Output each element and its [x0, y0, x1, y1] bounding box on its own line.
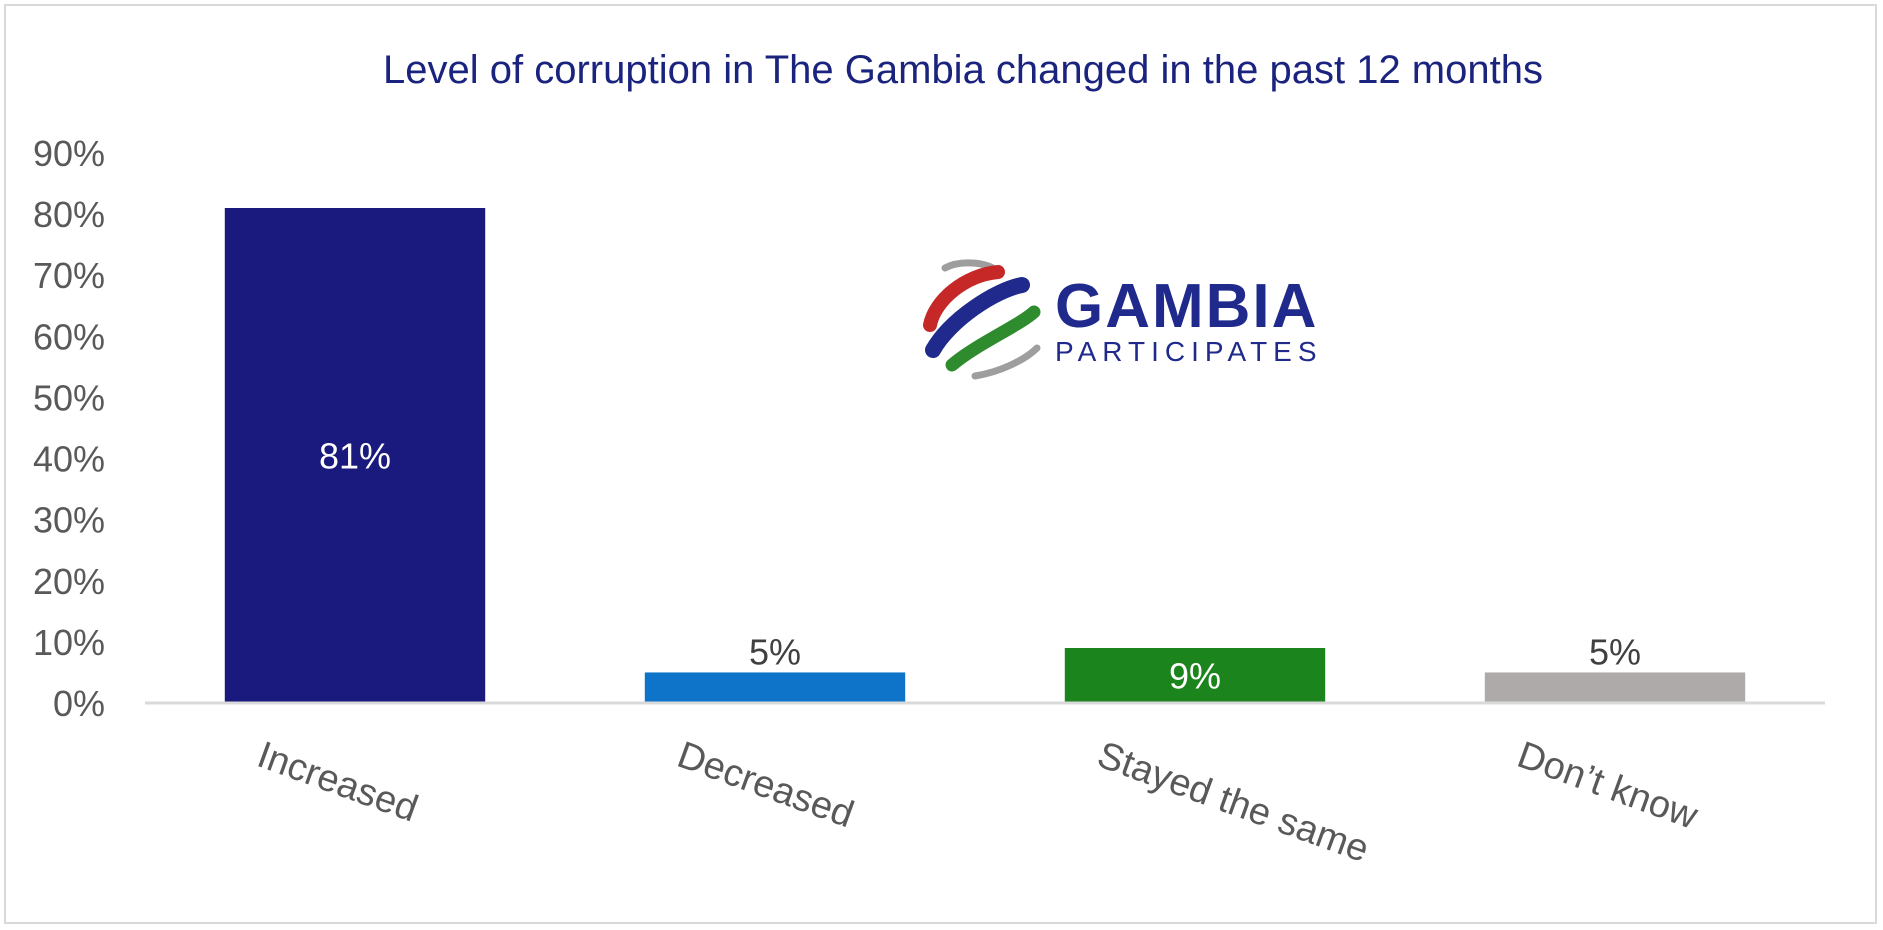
- y-tick-label: 60%: [33, 316, 105, 357]
- y-tick-label: 90%: [33, 133, 105, 174]
- bar-increased: [224, 208, 486, 703]
- bar-decreased: [644, 672, 906, 703]
- bar-don-t-know: [1484, 672, 1746, 703]
- y-tick-label: 30%: [33, 500, 105, 541]
- y-tick-label: 40%: [33, 439, 105, 480]
- chart-title: Level of corruption in The Gambia change…: [383, 48, 1543, 92]
- y-axis: 0% 10% 20% 30% 40% 50% 60% 70% 80% 90%: [33, 133, 105, 724]
- x-axis: Increased Decreased Stayed the same Don’t k…: [145, 701, 1825, 871]
- y-tick-label: 0%: [53, 683, 105, 724]
- bar-stayed-the-same: [1064, 648, 1326, 703]
- logo-name: GAMBIA: [1055, 272, 1318, 341]
- data-label: 5%: [1589, 631, 1641, 672]
- data-label: 5%: [749, 631, 801, 672]
- x-tick-label: Don’t know: [1512, 734, 1704, 838]
- data-labels: 81% 5% 9% 5%: [319, 436, 1641, 697]
- x-tick-label: Decreased: [672, 734, 859, 836]
- y-tick-label: 10%: [33, 622, 105, 663]
- y-tick-label: 80%: [33, 194, 105, 235]
- x-tick-label: Stayed the same: [1092, 734, 1374, 871]
- gambia-participates-logo: GAMBIA PARTICIPATES: [923, 259, 1323, 380]
- data-label: 81%: [319, 436, 391, 477]
- logo-globe-icon: [923, 259, 1041, 380]
- logo-subtitle: PARTICIPATES: [1055, 336, 1323, 367]
- bars: [224, 208, 1746, 703]
- y-tick-label: 70%: [33, 255, 105, 296]
- y-tick-label: 20%: [33, 561, 105, 602]
- data-label: 9%: [1169, 656, 1221, 697]
- x-tick-label: Increased: [252, 734, 423, 831]
- y-tick-label: 50%: [33, 377, 105, 418]
